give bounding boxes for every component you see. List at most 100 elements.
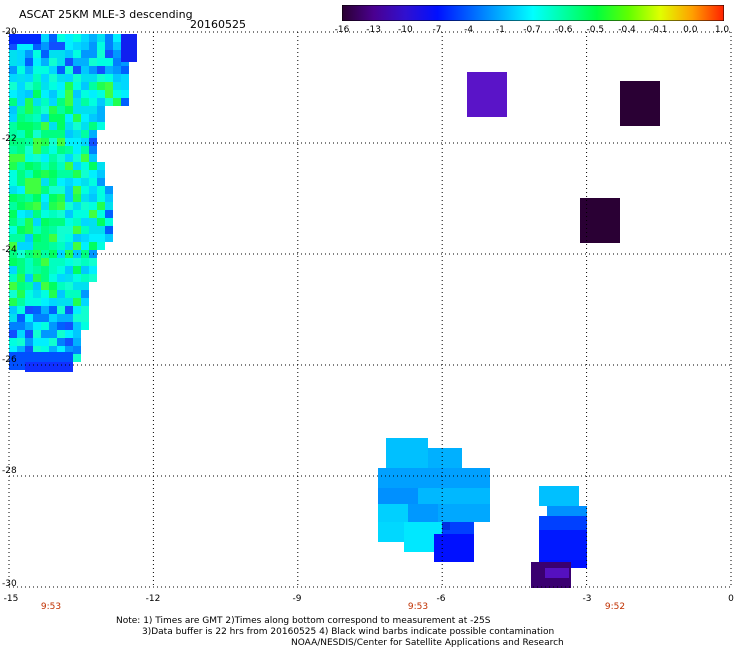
data-cell: [89, 138, 97, 146]
data-cell: [9, 66, 17, 74]
data-cell: [65, 234, 73, 242]
data-cell: [97, 114, 105, 122]
data-cell: [97, 194, 105, 202]
data-cell: [73, 98, 81, 106]
data-cell: [17, 330, 25, 338]
data-cell: [33, 130, 41, 138]
data-cell: [81, 266, 89, 274]
data-cell: [41, 66, 49, 74]
data-cell: [89, 66, 97, 74]
data-cell: [33, 162, 41, 170]
data-cell: [9, 338, 17, 346]
data-cell: [97, 186, 105, 194]
data-cell: [41, 154, 49, 162]
data-cell: [97, 234, 105, 242]
grid-lines: [8, 31, 732, 588]
data-cell: [25, 130, 33, 138]
data-cell: [65, 74, 73, 82]
data-cell: [121, 34, 137, 62]
data-cell: [17, 266, 25, 274]
data-cell: [49, 114, 57, 122]
data-cell: [81, 178, 89, 186]
data-cell: [41, 58, 49, 66]
data-cell: [547, 506, 587, 516]
data-cell: [65, 162, 73, 170]
data-cell: [17, 298, 25, 306]
data-cell: [65, 322, 73, 330]
data-cell: [17, 90, 25, 98]
data-cell: [33, 258, 41, 266]
data-cell: [33, 234, 41, 242]
data-cell: [378, 468, 490, 488]
data-cell: [49, 218, 57, 226]
data-cell: [57, 226, 65, 234]
data-cell: [73, 186, 81, 194]
data-cell: [41, 98, 49, 106]
data-cell: [65, 274, 73, 282]
data-cell: [33, 58, 41, 66]
data-cell: [49, 74, 57, 82]
data-cell: [97, 50, 105, 58]
data-cell: [9, 298, 17, 306]
data-cell: [25, 362, 73, 372]
data-cell: [81, 202, 89, 210]
x-tick-label: 0: [728, 594, 734, 604]
data-cell: [33, 338, 41, 346]
data-cell: [57, 274, 65, 282]
data-cell: [25, 226, 33, 234]
x-tick-label: -3: [582, 594, 592, 604]
data-cell: [57, 258, 65, 266]
data-cell: [9, 330, 17, 338]
data-cell: [113, 34, 121, 42]
data-cell: [89, 234, 97, 242]
data-cell: [41, 186, 49, 194]
data-cell: [113, 82, 121, 90]
data-cell: [49, 58, 57, 66]
data-cell: [9, 226, 17, 234]
y-tick-label: -24: [2, 245, 17, 255]
data-cell: [17, 50, 25, 58]
data-cell: [57, 154, 65, 162]
data-cell: [89, 242, 97, 250]
data-cell: [73, 322, 81, 330]
data-cell: [65, 114, 73, 122]
data-cell: [41, 130, 49, 138]
data-cell: [49, 282, 57, 290]
data-cell: [9, 306, 17, 314]
data-cell: [81, 194, 89, 202]
data-cell: [17, 346, 25, 354]
colorbar-label: -7: [432, 25, 442, 35]
data-cell: [49, 338, 57, 346]
data-cell: [49, 202, 57, 210]
data-cell: [57, 330, 65, 338]
data-cell: [41, 114, 49, 122]
data-cell: [9, 114, 17, 122]
data-cell: [89, 130, 97, 138]
y-tick-label: -26: [2, 355, 17, 365]
x-tick-label: -12: [145, 594, 161, 604]
x-tick-label: -15: [3, 594, 19, 604]
data-cell: [81, 34, 89, 42]
data-cell: [65, 146, 73, 154]
data-cell: [73, 258, 81, 266]
data-cell: [25, 338, 33, 346]
data-cell: [97, 170, 105, 178]
data-cell: [418, 488, 490, 504]
data-cell: [9, 202, 17, 210]
data-cell: [89, 258, 97, 266]
colorbar-label: -0.6: [554, 25, 573, 35]
time-label: 9:52: [604, 602, 626, 612]
data-cell: [33, 346, 41, 354]
data-cell: [9, 154, 17, 162]
data-cell: [57, 146, 65, 154]
data-cell: [17, 218, 25, 226]
data-cell: [41, 282, 49, 290]
data-cell: [57, 170, 65, 178]
data-cell: [81, 170, 89, 178]
data-cell: [97, 106, 105, 114]
data-cell: [73, 330, 81, 338]
data-cell: [81, 146, 89, 154]
data-cell: [73, 234, 81, 242]
data-cell: [41, 242, 49, 250]
